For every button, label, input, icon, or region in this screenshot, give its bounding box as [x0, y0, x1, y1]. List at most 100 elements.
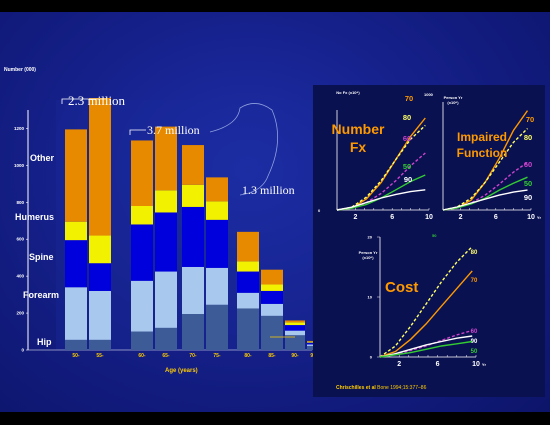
cost-axis-top: 50: [432, 233, 437, 238]
bar-segment-other: [285, 320, 305, 323]
ifn-x-unit: Yr: [537, 215, 542, 220]
ifn-ylabel: Person Yr (x10⁶): [443, 95, 463, 105]
bar-segment-spine: [237, 271, 259, 293]
fx-series-label-60: 60: [403, 134, 411, 143]
bar-segment-forearm: [206, 267, 228, 305]
y-tick-label: 400: [16, 274, 24, 279]
bar-segment-hip: [261, 315, 283, 350]
ifn-series-line-90: [442, 189, 528, 211]
bar-segment-spine: [206, 219, 228, 268]
bar-segment-other: [65, 129, 87, 222]
annotation-2-3-million: 2.3 million: [68, 93, 126, 108]
fx-series-label-70: 70: [405, 94, 413, 103]
y-tick-label: 600: [16, 237, 24, 242]
fx-title-line1: Number Fx: [330, 120, 386, 156]
x-axis-title: Age (years): [165, 368, 198, 374]
ifn-x-tick-label: 2: [459, 214, 463, 221]
bar-segment-spine: [65, 240, 87, 288]
bar-segment-humerus: [89, 235, 111, 264]
fx-series-label-90: 90: [404, 175, 412, 184]
bar-segment-other: [261, 269, 283, 285]
bar-segment-forearm: [131, 280, 153, 332]
x-tick-label: 70-: [189, 353, 197, 359]
ifn-x-tick-label: 10: [527, 214, 535, 221]
cost-series-label-60: 60: [471, 329, 478, 335]
x-tick-label: 85-: [268, 353, 276, 359]
fx-x-tick-label: 10: [425, 214, 433, 221]
bar-segment-humerus: [131, 206, 153, 225]
fx-ylabel: No Fx (x10⁶): [336, 90, 360, 95]
fx-series-label-50: 50: [403, 162, 411, 171]
series-label-spine: Spine: [29, 252, 54, 262]
ifn-series-label-90: 90: [524, 193, 532, 202]
bar-segment-forearm: [182, 266, 204, 314]
cost-y-tick-label: 20: [368, 235, 373, 240]
bracket-curve: [209, 103, 279, 196]
x-tick-label: 65-: [162, 353, 170, 359]
cost-ylabel: Person Yr (x10⁶): [358, 250, 378, 260]
series-label-other: Other: [30, 153, 55, 163]
x-tick-label: 50-: [72, 353, 80, 359]
bar-segment-humerus: [206, 201, 228, 220]
bar-segment-hip: [131, 331, 153, 350]
bar-segment-humerus: [285, 322, 305, 326]
series-label-hip: Hip: [37, 337, 52, 347]
bar-segment-forearm: [155, 271, 177, 328]
bar-segment-hip: [237, 308, 259, 350]
top-letterbox: [0, 0, 550, 12]
ifn-series-label-70: 70: [526, 115, 534, 124]
cost-series-line-50: [379, 340, 473, 358]
bar-segment-humerus: [182, 184, 204, 207]
bar-segment-other: [155, 126, 177, 191]
fx-series-line-80: [336, 124, 426, 211]
y-tick-label: 800: [16, 200, 24, 205]
citation-journal: Bone 1994;15:377–86: [377, 385, 427, 391]
cost-series-label-70: 70: [471, 278, 478, 284]
bracket-2-3: [61, 98, 106, 104]
fx-x-tick-label: 2: [353, 214, 357, 221]
x-tick-label: 55-: [96, 353, 104, 359]
ifn-y-top: 1000: [424, 92, 433, 97]
bar-segment-other: [182, 145, 204, 185]
cost-series-line-70: [379, 270, 473, 358]
ifn-series-line-60: [442, 161, 528, 211]
annotation-1-3-million: 1.3 million: [242, 183, 295, 197]
bar-segment-humerus: [65, 221, 87, 241]
bar-segment-hip: [182, 314, 204, 350]
y-axis-title: Number (000): [4, 67, 36, 73]
cost-x-tick-label: 10: [472, 361, 480, 368]
cost-series-label-50: 50: [471, 349, 478, 355]
cost-y-tick-label: 10: [368, 295, 373, 300]
bar-segment-hip: [206, 304, 228, 350]
bar-segment-spine: [155, 212, 177, 272]
bottom-letterbox: [0, 412, 550, 425]
bar-segment-hip: [65, 339, 87, 350]
y-tick-label: 1000: [14, 163, 25, 168]
bar-segment-other: [206, 177, 228, 202]
x-tick-label: 80-: [244, 353, 252, 359]
cost-x-tick-label: 6: [436, 361, 440, 368]
bar-segment-spine: [131, 224, 153, 281]
cost-series-line-80: [379, 246, 473, 358]
cost-y-tick-label: 0: [370, 355, 373, 360]
bar-segment-forearm: [285, 330, 305, 336]
y-tick-label: 1200: [14, 126, 25, 131]
x-tick-label: 60-: [138, 353, 146, 359]
fx-y-zero: 0: [318, 208, 321, 213]
x-tick-label: 90-: [291, 353, 299, 359]
bar-segment-hip: [89, 339, 111, 350]
bracket-3-7: [129, 129, 146, 135]
y-tick-label: 200: [16, 311, 24, 316]
cost-series-line-90: [379, 335, 473, 358]
bar-segment-spine: [89, 263, 111, 291]
ifn-series-label-80: 80: [524, 133, 532, 142]
y-tick-label: 0: [21, 348, 24, 353]
bar-segment-forearm: [237, 292, 259, 309]
ifn-series-label-60: 60: [524, 160, 532, 169]
x-tick-label: 75-: [213, 353, 221, 359]
bar-segment-humerus: [237, 261, 259, 272]
bar-segment-spine: [182, 206, 204, 267]
